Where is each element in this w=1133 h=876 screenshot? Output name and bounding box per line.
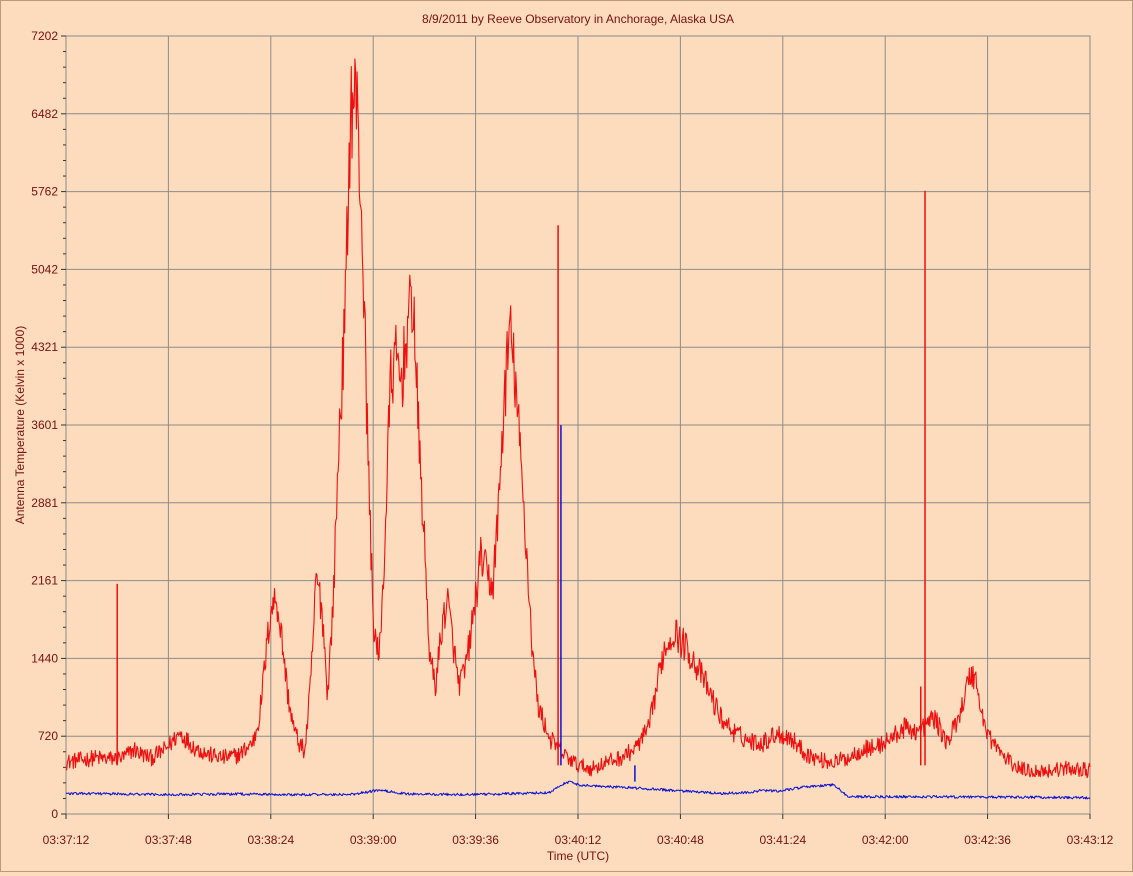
minor-ticks bbox=[63, 51, 66, 799]
x-axis-ticks: 03:37:12 03:37:48 03:38:24 03:39:00 03:39:36… bbox=[43, 814, 1114, 847]
x-tick-label: 03:39:36 bbox=[452, 833, 499, 847]
data-series-2-line bbox=[65, 780, 1091, 800]
x-tick-label: 03:42:00 bbox=[862, 833, 909, 847]
x-tick-label: 03:43:12 bbox=[1067, 833, 1114, 847]
y-tick-label: 1440 bbox=[31, 651, 58, 665]
y-axis-ticks: 0 720 1440 2161 2881 3601 4321 5042 5762 6482 7202 bbox=[31, 29, 66, 821]
x-axis-label: Time (UTC) bbox=[547, 849, 609, 863]
y-tick-label: 5042 bbox=[31, 262, 58, 276]
x-tick-label: 03:41:24 bbox=[759, 833, 806, 847]
chart-title: 8/9/2011 by Reeve Observatory in Anchora… bbox=[422, 12, 734, 26]
series-layer bbox=[65, 58, 1091, 800]
x-tick-label: 03:37:48 bbox=[145, 833, 192, 847]
y-tick-label: 720 bbox=[38, 729, 58, 743]
x-tick-label: 03:37:12 bbox=[43, 833, 90, 847]
y-tick-label: 7202 bbox=[31, 29, 58, 43]
y-tick-label: 6482 bbox=[31, 107, 58, 121]
x-tick-label: 03:40:12 bbox=[555, 833, 602, 847]
y-tick-label: 0 bbox=[51, 807, 58, 821]
x-tick-label: 03:42:36 bbox=[964, 833, 1011, 847]
x-tick-label: 03:38:24 bbox=[247, 833, 294, 847]
y-axis-label: Antenna Temperature (Kelvin x 1000) bbox=[13, 326, 27, 525]
y-tick-label: 2161 bbox=[31, 574, 58, 588]
x-tick-label: 03:40:48 bbox=[657, 833, 704, 847]
y-tick-label: 3601 bbox=[31, 418, 58, 432]
y-tick-label: 2881 bbox=[31, 496, 58, 510]
y-tick-label: 5762 bbox=[31, 185, 58, 199]
grid-lines bbox=[66, 36, 1090, 814]
data-series-1-line bbox=[65, 58, 1091, 779]
x-tick-label: 03:39:00 bbox=[350, 833, 397, 847]
y-tick-label: 4321 bbox=[31, 340, 58, 354]
